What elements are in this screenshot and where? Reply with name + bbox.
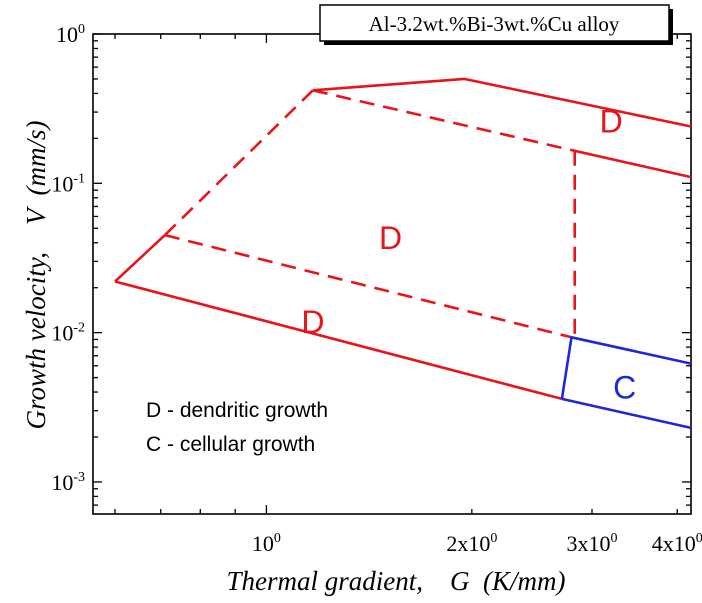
series-line-solid	[114, 280, 563, 401]
x-tick-labels: 100 2x100 3x100 4x100	[252, 531, 702, 556]
x-tick-label: 100	[252, 531, 281, 556]
region-label: D	[301, 304, 324, 340]
series-line-solid	[312, 77, 692, 128]
y-tick-label: 100	[56, 22, 85, 47]
series-line-dashed	[164, 233, 572, 339]
region-label: D	[600, 103, 623, 139]
title-box-frame	[319, 4, 670, 42]
y-tick-labels: 100 10-1 10-2 10-3	[51, 22, 85, 495]
series-line-solid	[561, 397, 692, 430]
series-line-solid	[114, 234, 166, 283]
x-tick-label: 2x100	[446, 531, 497, 556]
x-tick-label: 4x100	[652, 531, 702, 556]
series-layer	[114, 77, 692, 430]
series-line-solid	[560, 335, 692, 400]
legend-note-cellular: C - cellular growth	[146, 433, 315, 456]
title-box: Al-3.2wt.%Bi-3wt.%Cu alloy	[319, 4, 673, 45]
region-label: C	[613, 369, 636, 405]
series-line-solid	[574, 149, 692, 179]
x-axis-label: Thermal gradient, G (K/mm)	[227, 566, 566, 596]
x-tick-label: 3x100	[566, 531, 617, 556]
series-line-dashed	[312, 89, 575, 153]
y-tick-label: 10-3	[51, 470, 85, 495]
y-tick-label: 10-2	[51, 321, 85, 346]
y-tick-label: 10-1	[51, 171, 85, 196]
legend: D - dendritic growth C - cellular growth	[146, 399, 328, 456]
y-axis-label: Growth velocity, V (mm/s)	[21, 121, 51, 430]
chart-title: Al-3.2wt.%Bi-3wt.%Cu alloy	[369, 12, 620, 36]
region-labels: D D D C	[301, 103, 636, 405]
series-line-dashed	[163, 89, 314, 237]
legend-note-dendritic: D - dendritic growth	[146, 399, 328, 422]
region-label: D	[379, 220, 402, 256]
